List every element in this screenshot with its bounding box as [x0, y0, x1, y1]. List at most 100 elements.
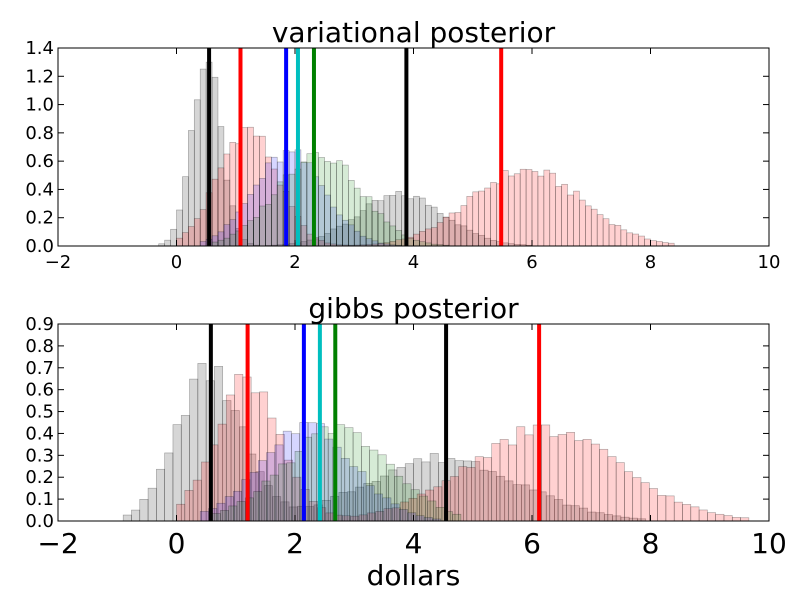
histogram-bar — [216, 502, 226, 521]
histogram-bar — [723, 515, 733, 521]
histogram-bar — [377, 213, 385, 246]
histogram-bar — [537, 175, 545, 246]
histogram-bar — [640, 482, 650, 521]
histogram-bar — [122, 514, 132, 521]
histogram-bar — [596, 214, 604, 246]
histogram-bar — [389, 241, 397, 246]
histogram-bar — [164, 452, 174, 521]
histogram-bar — [182, 176, 189, 246]
histogram-bar — [259, 205, 266, 246]
x-tick-label: 6 — [523, 527, 541, 560]
histogram-bar — [599, 448, 609, 521]
gibbs-posterior-panel: −2 0 2 4 6 8 10 0.00.10.20.30.40.50.60.70.80.9 g… — [25, 292, 786, 592]
histogram-bar — [549, 172, 556, 246]
histogram-bar — [582, 439, 592, 521]
histogram-bar — [442, 216, 450, 246]
y-tick-label: 0.4 — [25, 179, 54, 200]
histogram-bar — [516, 426, 526, 521]
histogram-bar — [383, 508, 393, 521]
x-tick-label: 8 — [642, 527, 660, 560]
histogram-bar — [389, 225, 397, 246]
histogram-bar — [282, 430, 292, 521]
y-tick-label: 0.8 — [25, 123, 54, 144]
histogram-bar — [197, 363, 207, 521]
histogram-bar — [253, 135, 260, 246]
histogram-bar — [342, 223, 349, 246]
histogram-bar — [491, 443, 501, 521]
histogram-bar — [225, 394, 235, 521]
y-tick-label: 0.8 — [25, 336, 54, 357]
x-tick-label: −2 — [45, 252, 72, 273]
histogram-bar — [247, 126, 254, 246]
histogram-bar — [158, 243, 165, 246]
histogram-bar — [193, 99, 201, 246]
histogram-bar — [525, 169, 533, 246]
x-tick-label: 2 — [286, 527, 304, 560]
histogram-bar — [504, 480, 514, 521]
histogram-bar — [602, 218, 610, 246]
y-tick-label: 0.7 — [25, 358, 54, 379]
x-tick-label: 0 — [168, 527, 186, 560]
histogram-bar — [413, 458, 423, 521]
histogram-bar — [632, 477, 642, 521]
histogram-bar — [139, 498, 149, 521]
histogram-bar — [442, 217, 450, 246]
histogram-bar — [615, 462, 625, 521]
histogram-bar — [419, 231, 426, 246]
histogram-bar — [567, 194, 574, 246]
x-axis-label: dollars — [367, 559, 461, 592]
histogram-bar — [454, 212, 462, 246]
histogram-bar — [383, 243, 391, 246]
histogram-bar — [223, 153, 231, 246]
histogram-bar — [369, 449, 379, 521]
histogram-bar — [427, 500, 437, 521]
histogram-bar — [211, 76, 219, 246]
histogram-bar — [217, 167, 225, 246]
histogram-bar — [330, 243, 337, 246]
histogram-bar — [324, 233, 331, 246]
histogram-bar — [557, 434, 567, 521]
histogram-bar — [340, 458, 350, 521]
y-tick-label: 1.4 — [25, 38, 54, 59]
histogram-bar — [324, 438, 334, 521]
histogram-bar — [249, 472, 259, 521]
histogram-bar — [288, 151, 296, 246]
y-tick-label: 0.3 — [25, 445, 54, 466]
histogram-bar — [228, 505, 238, 521]
histogram-bar — [233, 490, 242, 521]
histogram-bar — [300, 225, 308, 246]
histogram-bar — [554, 499, 564, 521]
histogram-bar — [656, 241, 663, 246]
histogram-bar — [624, 471, 634, 521]
histogram-bar — [342, 515, 351, 521]
histogram-bar — [270, 194, 278, 246]
histogram-bar — [255, 471, 265, 521]
histogram-bar — [342, 244, 349, 246]
histogram-bar — [657, 495, 667, 521]
histogram-bar — [419, 197, 426, 246]
histogram-bar — [211, 513, 221, 521]
histogram-bar — [266, 452, 276, 521]
histogram-bar — [471, 461, 481, 521]
histogram-bar — [383, 195, 391, 246]
histogram-bar — [241, 225, 248, 246]
histogram-bar — [541, 424, 551, 521]
histogram-bar — [353, 216, 361, 246]
histogram-bar — [590, 443, 600, 521]
histogram-bar — [385, 463, 395, 521]
histogram-bar — [359, 210, 367, 246]
histogram-bar — [229, 233, 237, 246]
plot-area — [122, 324, 750, 521]
y-tick-label: 0.2 — [25, 208, 54, 229]
x-tick-label: 8 — [645, 252, 656, 273]
histogram-bar — [512, 484, 522, 521]
histogram-bar — [300, 161, 308, 246]
histogram-bar — [383, 242, 391, 246]
histogram-bar — [342, 164, 349, 246]
histogram-bar — [247, 220, 254, 246]
histogram-bar — [435, 506, 445, 521]
histogram-bar — [377, 200, 385, 246]
histogram-bar — [499, 439, 509, 521]
histogram-bar — [436, 244, 444, 246]
histogram-bar — [253, 184, 260, 246]
